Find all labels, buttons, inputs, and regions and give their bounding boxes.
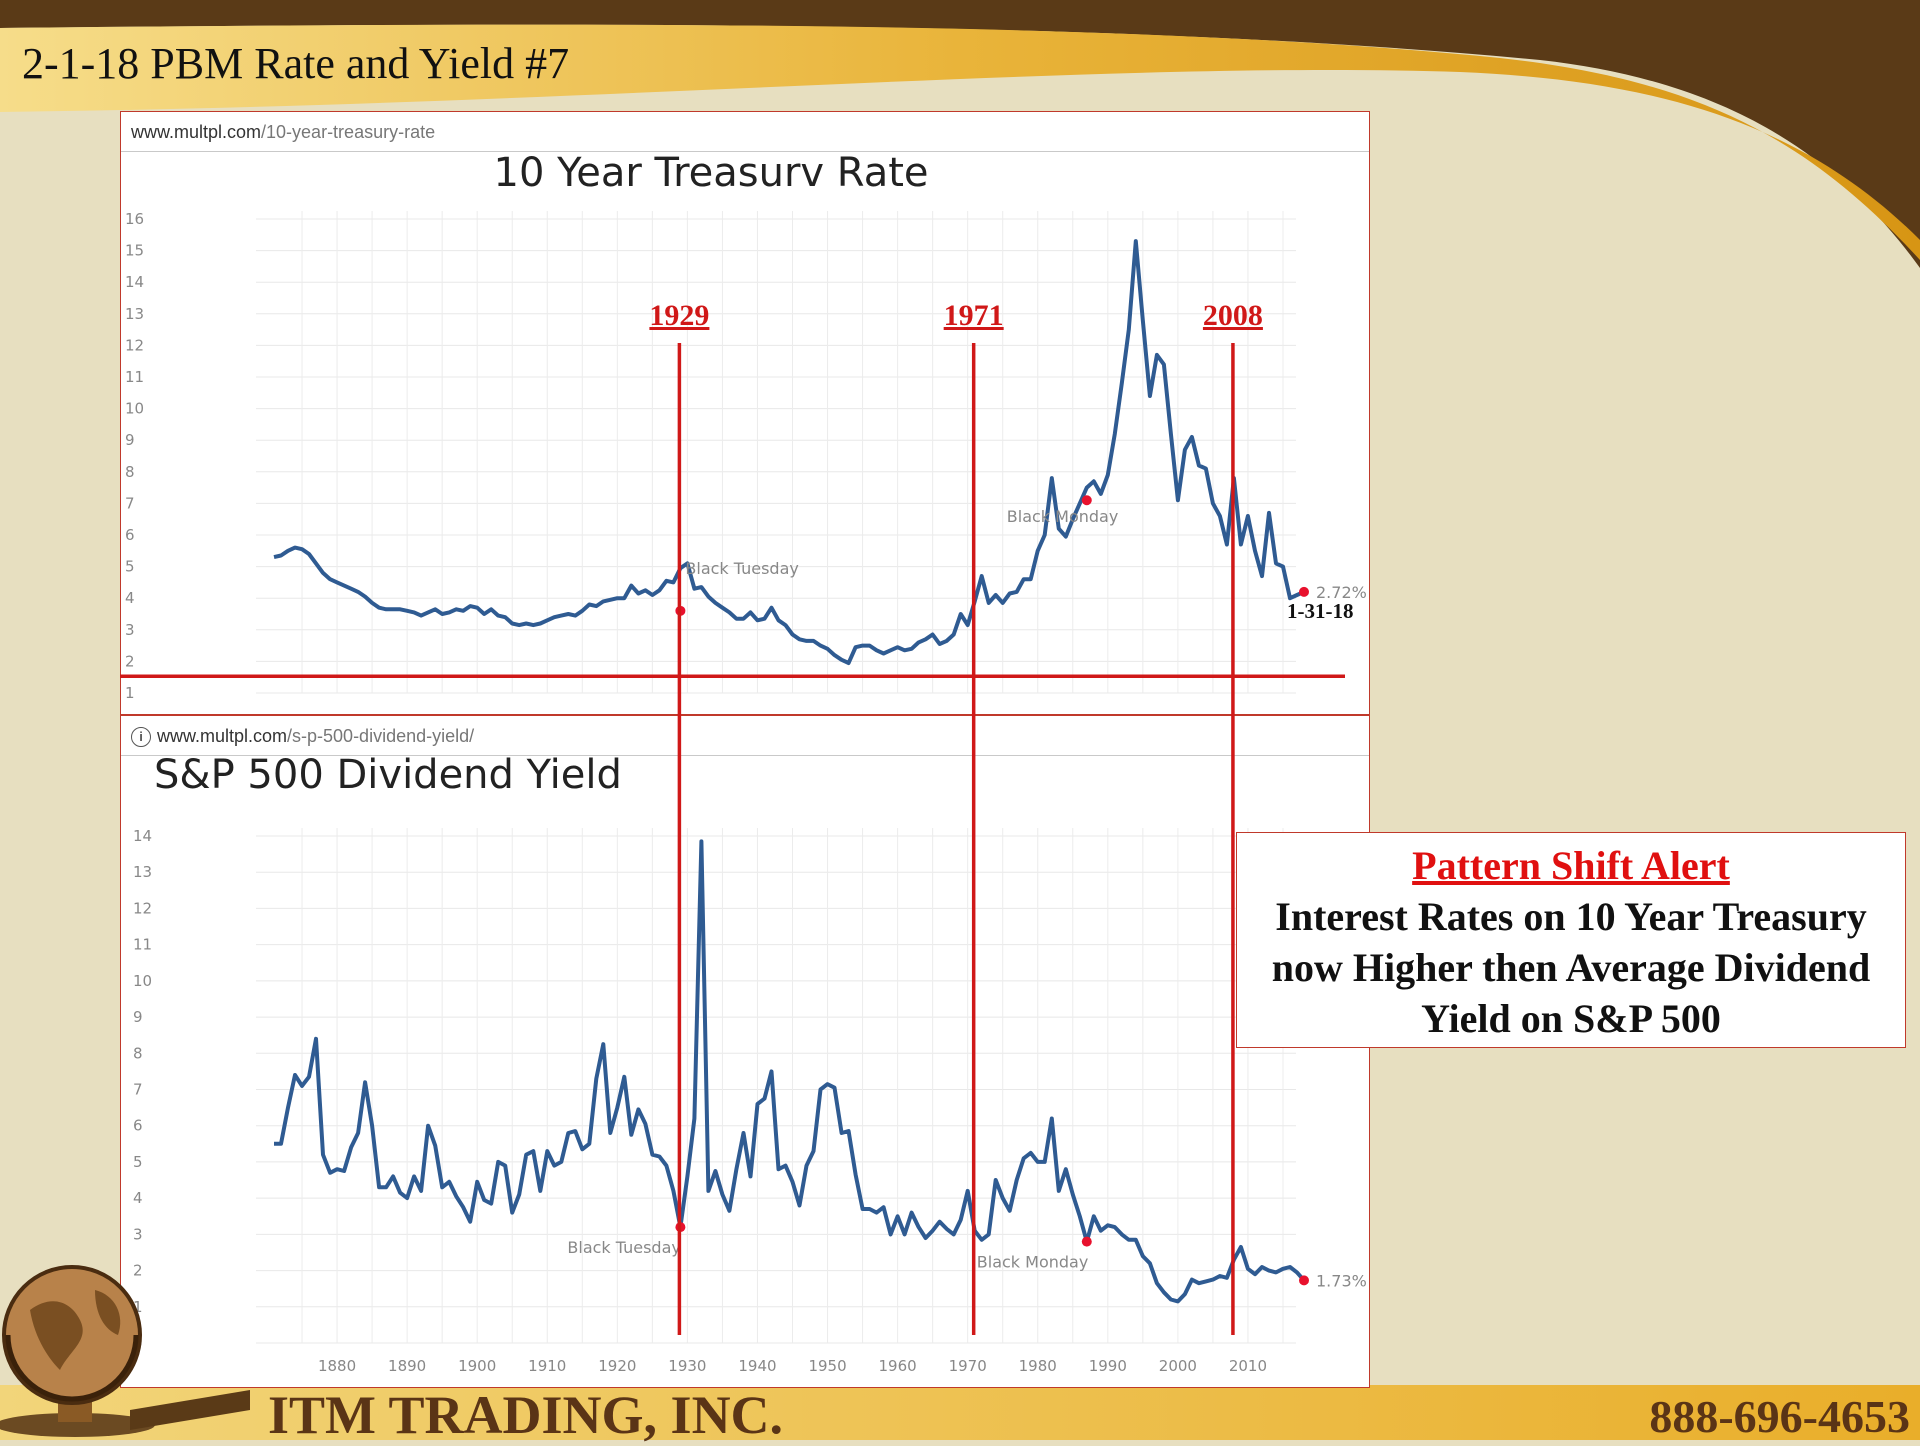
annotation-marker[interactable]	[1081, 495, 1092, 506]
slide-title: 2-1-18 PBM Rate and Yield #7	[22, 39, 570, 88]
chart-title: S&P 500 Dividend Yield	[154, 752, 622, 798]
y-tick-label: 13	[133, 863, 152, 881]
y-tick-label: 9	[133, 1008, 143, 1026]
dividend-url-bar[interactable]: i www.multpl.com/s-p-500-dividend-yield/	[121, 716, 1369, 756]
chart-title: 10 Year Treasurv Rate	[494, 150, 929, 196]
y-tick-label: 16	[125, 210, 144, 228]
y-tick-label: 2	[133, 1262, 143, 1280]
alert-body-line-1: Interest Rates on 10 Year Treasury	[1275, 894, 1867, 939]
x-tick-label: 1880	[318, 1357, 356, 1375]
x-tick-label: 1970	[949, 1357, 987, 1375]
pattern-shift-alert: Pattern Shift Alert Interest Rates on 10…	[1236, 832, 1906, 1048]
x-tick-label: 1960	[879, 1357, 917, 1375]
url-path: /10-year-treasury-rate	[261, 122, 436, 142]
end-point-marker[interactable]	[1299, 1275, 1309, 1286]
x-tick-label: 1940	[738, 1357, 776, 1375]
end-point-marker[interactable]	[1299, 586, 1309, 597]
info-icon[interactable]: i	[131, 727, 151, 748]
url-host: www.multpl.com	[131, 122, 262, 142]
x-tick-label: 1980	[1019, 1357, 1057, 1375]
x-tick-label: 2000	[1159, 1357, 1197, 1375]
y-tick-label: 5	[125, 558, 135, 576]
y-tick-label: 13	[125, 305, 144, 323]
y-tick-label: 9	[125, 431, 135, 449]
annotation-marker[interactable]	[1081, 1236, 1092, 1247]
end-value-label: 1.73%	[1316, 1271, 1367, 1290]
url-path: /s-p-500-dividend-yield/	[287, 726, 475, 746]
annotation-marker[interactable]	[675, 1222, 686, 1233]
treasury-url-bar[interactable]: www.multpl.com/10-year-treasury-rate	[121, 112, 1369, 152]
treasury-rate-chart: 10 Year Treasurv Rate1234567891011121314…	[125, 150, 1367, 702]
y-tick-label: 11	[125, 368, 144, 386]
y-tick-label: 11	[133, 936, 152, 954]
y-tick-label: 7	[125, 494, 135, 512]
x-tick-label: 1900	[458, 1357, 496, 1375]
annotation-label: Black Monday	[977, 1253, 1089, 1272]
y-tick-label: 5	[133, 1153, 143, 1171]
y-tick-label: 2	[125, 652, 135, 670]
dividend-yield-panel: i www.multpl.com/s-p-500-dividend-yield/ …	[120, 715, 1370, 1388]
y-tick-label: 12	[133, 899, 152, 917]
y-tick-label: 12	[125, 336, 144, 354]
y-tick-label: 6	[133, 1117, 143, 1135]
end-value-label: 2.72%	[1316, 583, 1367, 602]
alert-body-line-2: now Higher then Average Dividend	[1271, 945, 1871, 990]
y-tick-label: 1	[133, 1298, 143, 1316]
treasury-rate-panel: www.multpl.com/10-year-treasury-rate 10 …	[120, 111, 1370, 715]
y-tick-label: 10	[133, 972, 152, 990]
y-tick-label: 4	[125, 589, 135, 607]
x-tick-label: 1990	[1089, 1357, 1127, 1375]
x-tick-label: 1890	[388, 1357, 426, 1375]
x-tick-label: 2010	[1229, 1357, 1267, 1375]
y-tick-label: 8	[125, 463, 135, 481]
annotation-marker[interactable]	[675, 605, 686, 616]
y-tick-label: 14	[125, 273, 144, 291]
url-host: www.multpl.com	[157, 726, 288, 746]
globe-logo	[0, 1265, 250, 1437]
y-tick-label: 14	[133, 827, 152, 845]
annotation-label: Black Tuesday	[567, 1238, 680, 1257]
y-tick-label: 10	[125, 400, 144, 418]
y-tick-label: 7	[133, 1081, 143, 1099]
company-phone: 888-696-4653	[1649, 1391, 1910, 1442]
x-tick-label: 1920	[598, 1357, 636, 1375]
x-tick-label: 1910	[528, 1357, 566, 1375]
series-line	[274, 839, 1306, 1304]
dividend-yield-chart: S&P 500 Dividend Yield012345678910111213…	[133, 752, 1367, 1375]
y-tick-label: 3	[125, 621, 135, 639]
company-name: ITM TRADING, INC.	[268, 1385, 784, 1445]
y-tick-label: 15	[125, 242, 144, 260]
x-tick-label: 1930	[668, 1357, 706, 1375]
y-tick-label: 4	[133, 1189, 143, 1207]
y-tick-label: 6	[125, 526, 135, 544]
series-line	[273, 239, 1305, 665]
y-tick-label: 8	[133, 1044, 143, 1062]
y-tick-label: 3	[133, 1225, 143, 1243]
y-tick-label: 1	[125, 684, 135, 702]
x-tick-label: 1950	[808, 1357, 846, 1375]
alert-title: Pattern Shift Alert	[1412, 843, 1730, 888]
annotation-label: Black Tuesday	[685, 559, 798, 578]
alert-body-line-3: Yield on S&P 500	[1421, 996, 1721, 1041]
annotation-label: Black Monday	[1007, 507, 1119, 526]
